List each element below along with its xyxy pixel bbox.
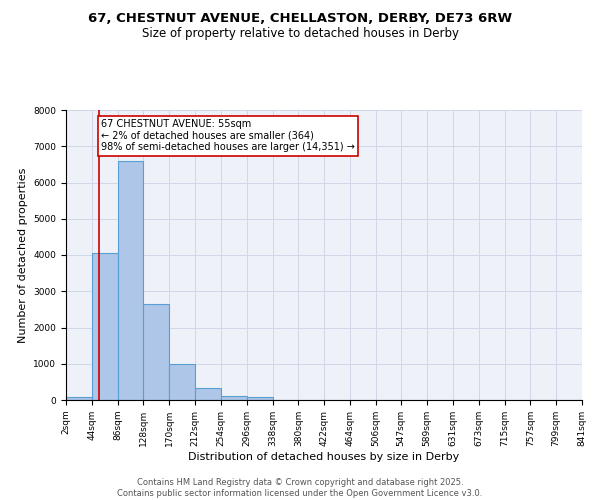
Bar: [92, 253, 118, 400]
Bar: [195, 388, 221, 400]
X-axis label: Distribution of detached houses by size in Derby: Distribution of detached houses by size …: [188, 452, 460, 462]
Text: 67, CHESTNUT AVENUE, CHELLASTON, DERBY, DE73 6RW: 67, CHESTNUT AVENUE, CHELLASTON, DERBY, …: [88, 12, 512, 26]
Bar: [143, 304, 169, 400]
Text: 67 CHESTNUT AVENUE: 55sqm
← 2% of detached houses are smaller (364)
98% of semi-: 67 CHESTNUT AVENUE: 55sqm ← 2% of detach…: [101, 119, 355, 152]
Bar: [66, 397, 92, 400]
Y-axis label: Number of detached properties: Number of detached properties: [18, 168, 28, 342]
Bar: [118, 161, 143, 400]
Text: Contains HM Land Registry data © Crown copyright and database right 2025.
Contai: Contains HM Land Registry data © Crown c…: [118, 478, 482, 498]
Bar: [221, 396, 247, 400]
Bar: [169, 364, 195, 400]
Text: Size of property relative to detached houses in Derby: Size of property relative to detached ho…: [142, 28, 458, 40]
Bar: [247, 397, 272, 400]
